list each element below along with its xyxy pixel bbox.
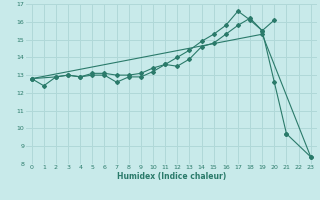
X-axis label: Humidex (Indice chaleur): Humidex (Indice chaleur) [116, 172, 226, 181]
